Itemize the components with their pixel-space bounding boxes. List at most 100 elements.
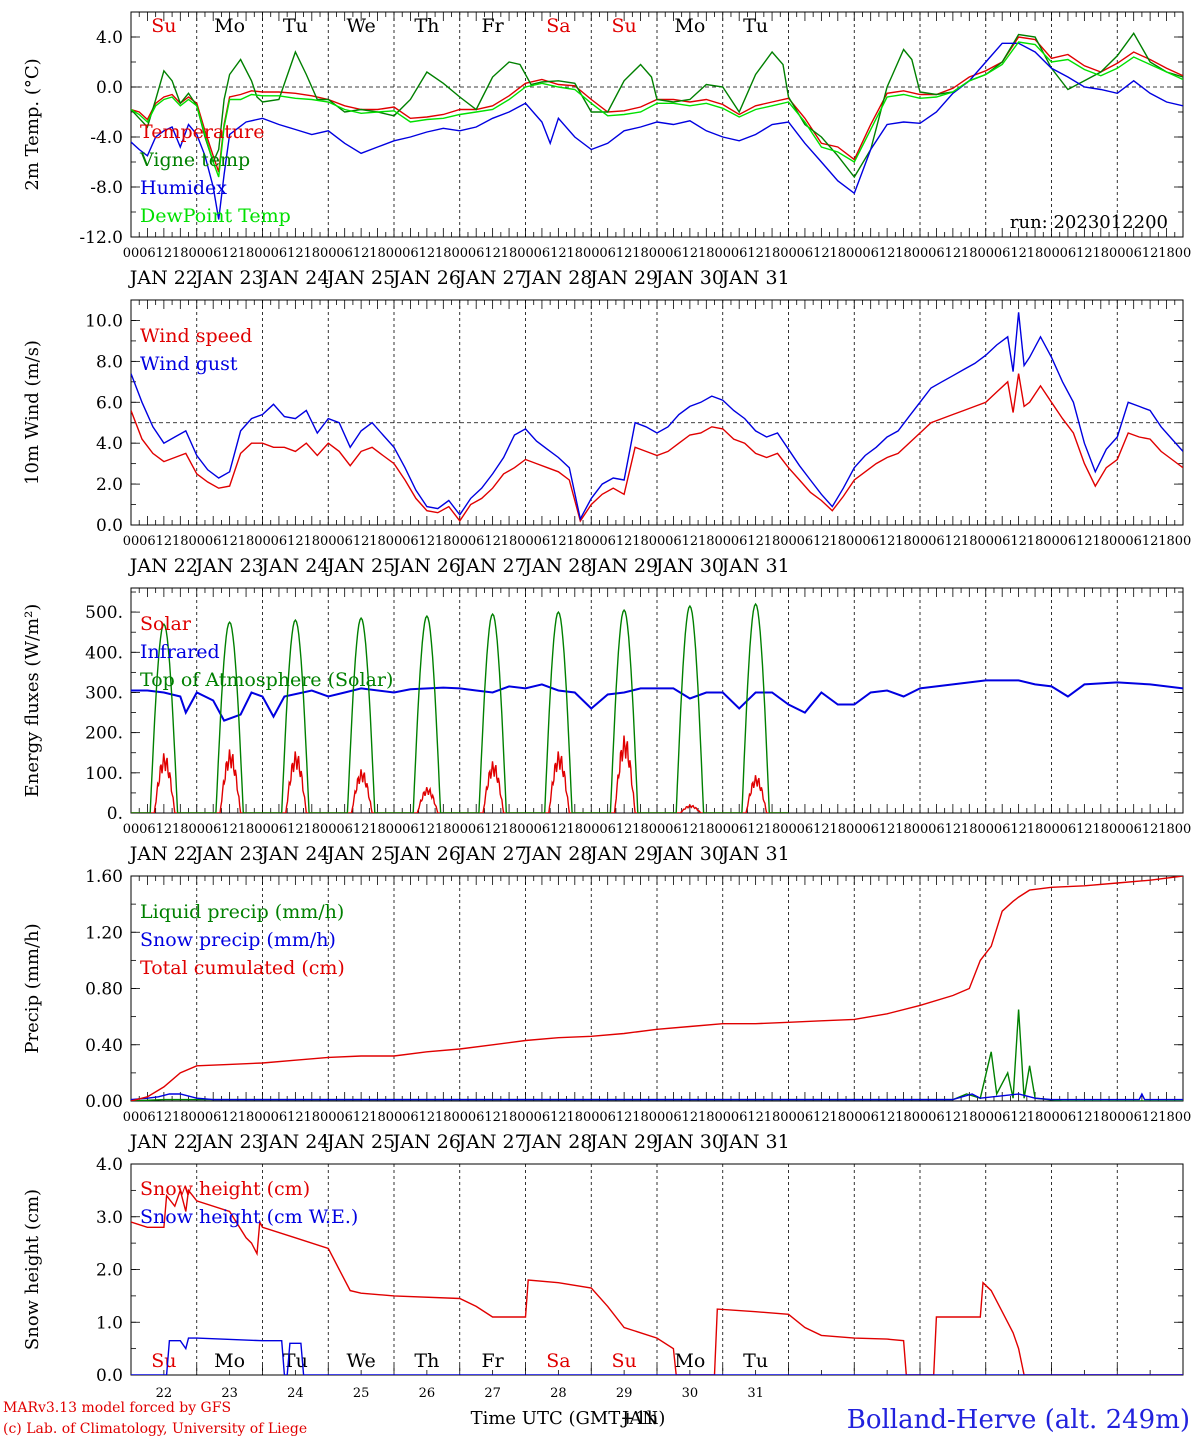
hour-tick-label: 12: [550, 1110, 567, 1125]
hour-tick-label: 12: [484, 246, 501, 261]
hour-tick-label: 00: [254, 246, 271, 261]
day-number-label: 23: [221, 1386, 238, 1401]
hour-tick-label: 18: [895, 1110, 912, 1125]
weekday-label: Fr: [481, 1350, 504, 1372]
legend-entry: DewPoint Temp: [140, 205, 291, 227]
hour-tick-label: 00: [583, 822, 600, 837]
hour-tick-label: 00: [188, 246, 205, 261]
y-tick-label: 300.: [85, 683, 123, 703]
date-label: JAN 31: [720, 843, 790, 865]
hour-tick-label: 18: [764, 246, 781, 261]
hour-tick-label: 18: [961, 1110, 978, 1125]
x-axis-title: Time UTC (GMT+1h): [471, 1408, 666, 1429]
hour-tick-label: 12: [484, 1110, 501, 1125]
hour-tick-label: 18: [238, 246, 255, 261]
hour-tick-label: 12: [747, 1110, 764, 1125]
series-line-dewpoint-temp: [131, 41, 1183, 178]
hour-tick-label: 00: [320, 822, 337, 837]
hour-tick-label: 18: [1027, 534, 1044, 549]
hour-tick-label: 06: [599, 1110, 616, 1125]
weekday-label: Fr: [481, 15, 504, 37]
hour-tick-label: 12: [879, 534, 896, 549]
date-label: JAN 22: [128, 1131, 198, 1153]
y-tick-label: 3.0: [96, 1208, 123, 1228]
legend-entry: Temperature: [140, 121, 264, 143]
day-number-label: 24: [287, 1386, 304, 1401]
hour-tick-label: 18: [567, 822, 584, 837]
hour-tick-label: 00: [451, 1110, 468, 1125]
hour-tick-label: 06: [1125, 246, 1142, 261]
hour-tick-label: 18: [435, 246, 452, 261]
series-line-humidex: [131, 42, 1183, 220]
hour-tick-label: 06: [1060, 246, 1077, 261]
hour-tick-label: 00: [451, 246, 468, 261]
hour-tick-label: 12: [353, 534, 370, 549]
date-label: JAN 22: [128, 555, 198, 577]
date-label: JAN 22: [128, 267, 198, 289]
hour-tick-label: 00: [451, 822, 468, 837]
hour-tick-label: 06: [599, 822, 616, 837]
hour-tick-label: 06: [928, 246, 945, 261]
hour-tick-label: 18: [304, 246, 321, 261]
hour-tick-label: 06: [205, 534, 222, 549]
hour-tick-label: 00: [583, 1110, 600, 1125]
hour-tick-label: 00: [714, 1110, 731, 1125]
hour-tick-label: 12: [1010, 1110, 1027, 1125]
y-tick-label: 4.0: [96, 434, 123, 454]
hour-tick-label: 06: [402, 246, 419, 261]
hour-tick-label: 00: [517, 822, 534, 837]
hour-tick-label: 06: [139, 534, 156, 549]
station-title: Bolland-Herve (alt. 249m): [847, 1405, 1190, 1435]
hour-tick-label: 12: [419, 822, 436, 837]
hour-tick-label: 06: [1060, 1110, 1077, 1125]
hour-tick-label: 06: [731, 534, 748, 549]
hour-tick-label: 18: [632, 1110, 649, 1125]
date-label: JAN 28: [522, 1131, 592, 1153]
hour-tick-label: 12: [616, 246, 633, 261]
y-tick-label: 400.: [85, 643, 123, 663]
hour-tick-label: 12: [287, 534, 304, 549]
hour-tick-label: 12: [287, 246, 304, 261]
day-number-label: 25: [353, 1386, 370, 1401]
hour-tick-label: 00: [912, 1110, 929, 1125]
hour-tick-label: 12: [945, 1110, 962, 1125]
weekday-label: Mo: [674, 1350, 705, 1372]
legend-entry: Wind gust: [140, 353, 238, 375]
hour-tick-label: 00: [123, 822, 140, 837]
hour-tick-label: 18: [1158, 246, 1175, 261]
hour-tick-label: 06: [336, 1110, 353, 1125]
hour-tick-label: 06: [797, 246, 814, 261]
hour-tick-label: 06: [336, 246, 353, 261]
hour-tick-label: 06: [139, 246, 156, 261]
hour-tick-label: 18: [698, 1110, 715, 1125]
hour-tick-label: 00: [1175, 534, 1192, 549]
hour-tick-label: 12: [221, 534, 238, 549]
hour-tick-label: 06: [271, 534, 288, 549]
weekday-label: Mo: [674, 15, 705, 37]
day-number-label: 28: [550, 1386, 567, 1401]
y-tick-label: 1.20: [85, 923, 123, 943]
hour-tick-label: 18: [961, 246, 978, 261]
date-label: JAN 23: [194, 1131, 264, 1153]
plot-frame: [130, 299, 1184, 526]
day-number-label: 31: [747, 1386, 764, 1401]
legend-entry: Vigne temp: [139, 149, 250, 171]
hour-tick-label: 12: [747, 534, 764, 549]
hour-tick-label: 06: [1125, 822, 1142, 837]
hour-tick-label: 18: [501, 534, 518, 549]
hour-tick-label: 06: [731, 1110, 748, 1125]
legend-entry: Infrared: [140, 641, 220, 663]
weekday-label: Sa: [546, 1350, 570, 1372]
hour-tick-label: 00: [780, 1110, 797, 1125]
hour-tick-label: 06: [402, 822, 419, 837]
weekday-label: Th: [414, 15, 439, 37]
hour-tick-label: 00: [123, 246, 140, 261]
hour-tick-label: 12: [1076, 246, 1093, 261]
hour-tick-label: 18: [895, 822, 912, 837]
hour-tick-label: 06: [665, 534, 682, 549]
hour-tick-label: 00: [320, 1110, 337, 1125]
hour-tick-label: 18: [1158, 822, 1175, 837]
